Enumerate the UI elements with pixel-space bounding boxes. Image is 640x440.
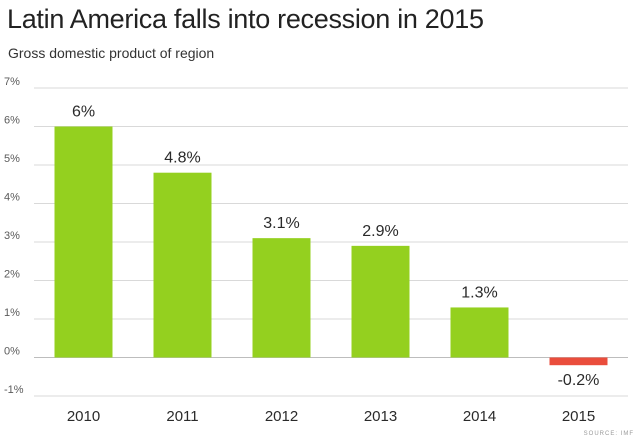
- y-tick-label: 5%: [4, 153, 20, 165]
- y-tick-label: 2%: [4, 269, 20, 281]
- x-tick-label: 2013: [364, 408, 397, 425]
- bar-2015: [549, 357, 608, 366]
- y-tick-label: 3%: [4, 230, 20, 242]
- bar-2011: [153, 172, 212, 358]
- gridlines: [34, 87, 628, 397]
- y-tick-label: -1%: [4, 384, 24, 396]
- data-label: 2.9%: [362, 223, 398, 240]
- data-labels: 6% 4.8% 3.1% 2.9% 1.3% -0.2%: [72, 104, 599, 390]
- bar-2013: [351, 245, 410, 358]
- data-label: 3.1%: [263, 215, 299, 232]
- x-tick-label: 2014: [463, 408, 496, 425]
- data-label: 4.8%: [164, 150, 200, 167]
- x-tick-label: 2010: [67, 408, 100, 425]
- y-tick-label: 6%: [4, 115, 20, 127]
- y-tick-label: 0%: [4, 346, 20, 358]
- data-label: -0.2%: [558, 372, 600, 389]
- y-tick-label: 1%: [4, 307, 20, 319]
- y-tick-label: 7%: [4, 76, 20, 88]
- x-axis-ticks: 2010 2011 2012 2013 2014 2015: [67, 408, 595, 425]
- x-tick-label: 2015: [562, 408, 595, 425]
- chart-title: Latin America falls into recession in 20…: [7, 4, 484, 34]
- chart-subtitle: Gross domestic product of region: [8, 45, 215, 61]
- x-tick-label: 2012: [265, 408, 298, 425]
- bar-2014: [450, 307, 509, 358]
- source-note: SOURCE: IMF: [583, 431, 634, 437]
- bars: [54, 126, 608, 366]
- bar-2010: [54, 126, 113, 358]
- y-tick-label: 4%: [4, 192, 20, 204]
- bar-2012: [252, 238, 311, 358]
- data-label: 6%: [72, 104, 95, 121]
- y-axis-ticks: -1% 0% 1% 2% 3% 4% 5% 6% 7%: [4, 76, 24, 396]
- x-tick-label: 2011: [166, 408, 198, 425]
- data-label: 1.3%: [461, 284, 497, 301]
